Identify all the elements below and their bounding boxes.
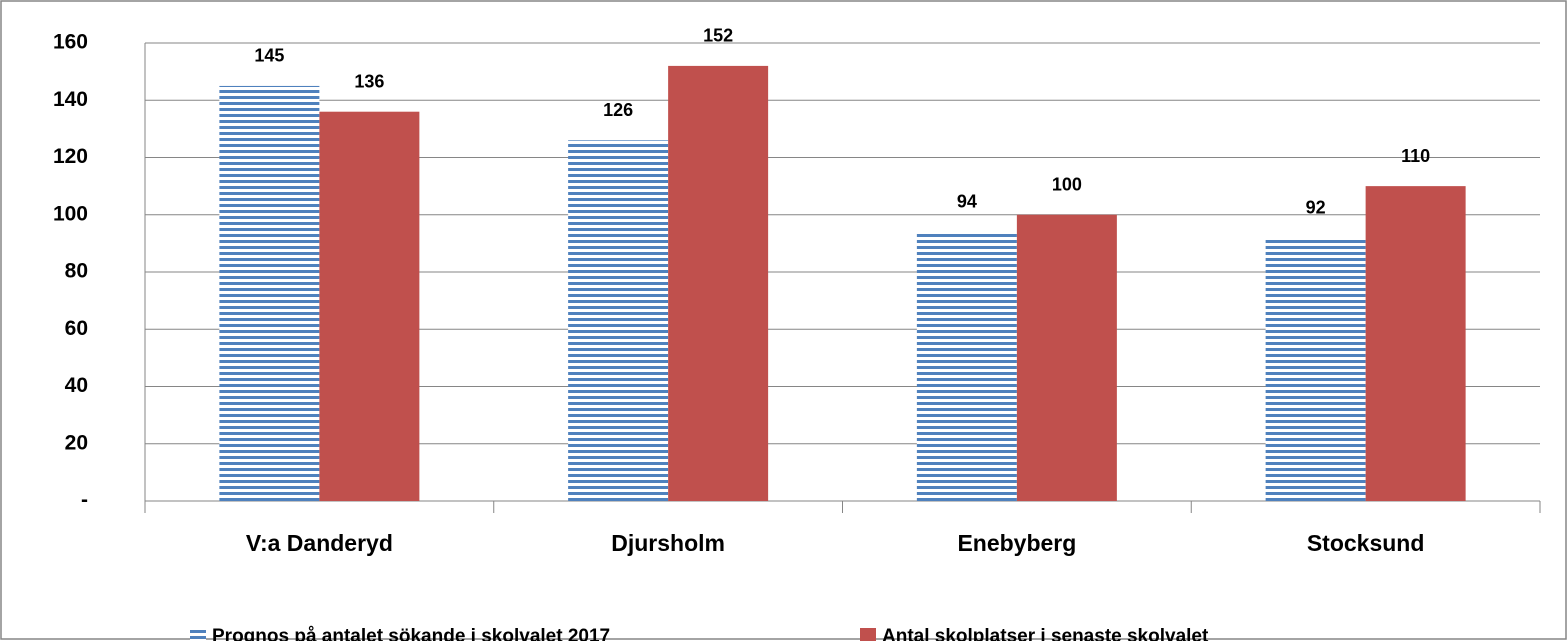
- y-tick-label: 160: [53, 31, 88, 54]
- data-label: 136: [354, 71, 384, 91]
- bar: [1265, 237, 1366, 501]
- data-label: 145: [254, 46, 284, 66]
- x-tick-label: V:a Danderyd: [246, 530, 393, 556]
- bar: [319, 111, 420, 501]
- y-tick-label: 100: [53, 202, 88, 225]
- bar: [916, 231, 1017, 502]
- x-tick-label: Enebyberg: [957, 530, 1076, 556]
- bar: [668, 65, 769, 502]
- y-tick-label: 40: [65, 374, 88, 397]
- y-tick-label: -: [81, 489, 88, 512]
- y-tick-label: 120: [53, 145, 88, 168]
- data-label: 94: [957, 192, 977, 212]
- bar: [1365, 186, 1466, 501]
- bar: [219, 85, 320, 501]
- legend-label: Prognos på antalet sökande i skolvalet 2…: [212, 626, 610, 641]
- data-label: 152: [703, 26, 733, 46]
- bar: [568, 140, 669, 501]
- data-label: 92: [1306, 197, 1326, 217]
- x-tick-label: Djursholm: [611, 530, 725, 556]
- y-tick-label: 60: [65, 317, 88, 340]
- data-label: 126: [603, 100, 633, 120]
- legend-label: Antal skolplatser i senaste skolvalet: [882, 626, 1209, 641]
- y-tick-label: 20: [65, 431, 88, 454]
- x-tick-label: Stocksund: [1307, 530, 1425, 556]
- legend-swatch: [190, 628, 206, 641]
- data-label: 110: [1401, 146, 1430, 166]
- data-label: 100: [1052, 175, 1082, 195]
- legend-swatch: [860, 628, 876, 641]
- y-tick-label: 80: [65, 260, 88, 283]
- y-tick-label: 140: [53, 88, 88, 111]
- bar: [1016, 214, 1117, 501]
